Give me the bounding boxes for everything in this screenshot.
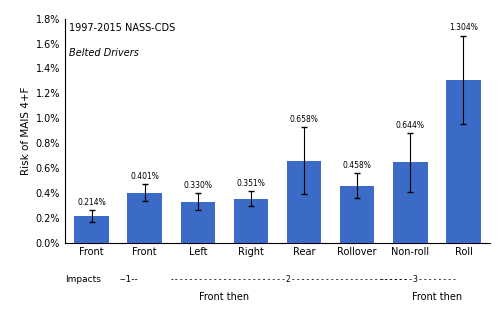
Text: 0.401%: 0.401% (130, 172, 159, 181)
Text: Front then: Front then (412, 292, 462, 302)
Bar (74, 216, 109, 243)
Text: ------------------------2------------------------: ------------------------2---------------… (170, 276, 409, 284)
Bar (180, 202, 215, 243)
Text: -------3--------: -------3-------- (380, 276, 458, 284)
Text: Front then: Front then (200, 292, 250, 302)
Bar (128, 193, 162, 243)
Bar (287, 161, 322, 243)
Text: 0.458%: 0.458% (343, 161, 372, 170)
Text: Impacts: Impacts (65, 276, 101, 284)
Bar (393, 162, 428, 243)
Text: 0.351%: 0.351% (236, 179, 266, 188)
Text: Belted Drivers: Belted Drivers (69, 48, 139, 58)
Text: 0.330%: 0.330% (184, 181, 212, 190)
Text: 0.214%: 0.214% (77, 197, 106, 207)
Text: 0.644%: 0.644% (396, 120, 425, 129)
Text: --1--: --1-- (120, 276, 139, 284)
Text: 0.658%: 0.658% (290, 115, 318, 124)
Text: 1997-2015 NASS-CDS: 1997-2015 NASS-CDS (69, 23, 176, 33)
Y-axis label: Risk of MAIS 4+F: Risk of MAIS 4+F (22, 86, 32, 175)
Bar (234, 199, 268, 243)
Text: 1.304%: 1.304% (449, 23, 478, 32)
Bar (340, 186, 374, 243)
Bar (446, 80, 480, 243)
